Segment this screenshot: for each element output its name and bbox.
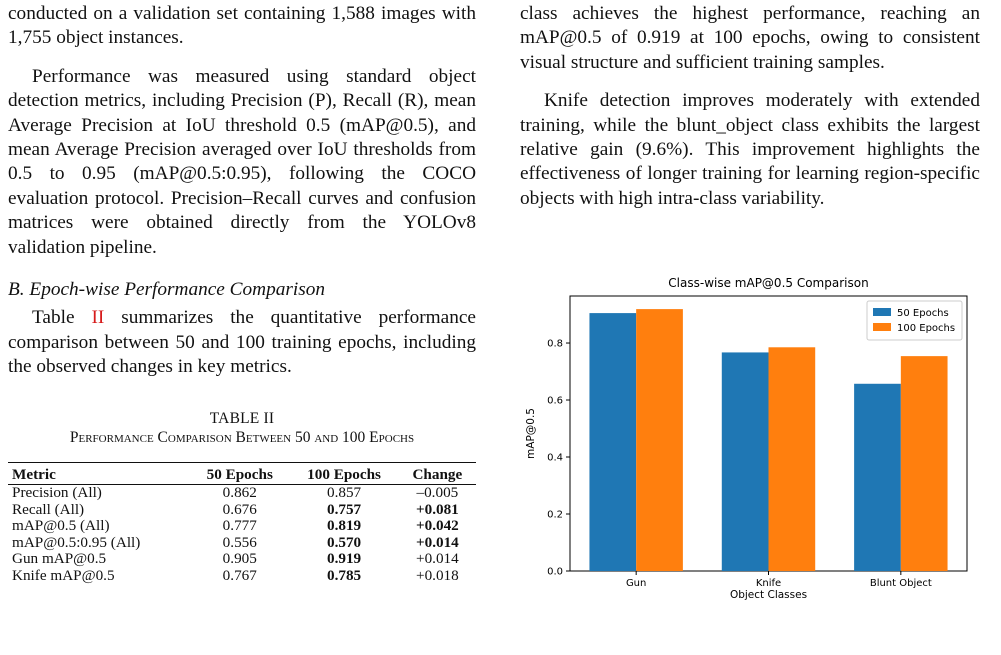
cell-100-epochs: 0.785 (326, 566, 362, 584)
x-tick-label: Gun (626, 578, 646, 589)
cell-50-epochs: 0.862 (222, 484, 257, 502)
cell-100-epochs: 0.570 (326, 533, 362, 551)
header-50-epochs: 50 Epochs (190, 461, 290, 486)
legend-label: 50 Epochs (897, 308, 949, 319)
cell-change: +0.018 (416, 566, 459, 584)
cell-metric: Precision (All) (12, 484, 102, 502)
bar-chart: Class-wise mAP@0.5 Comparison 0.0 0.2 0.4 0.… (525, 276, 968, 601)
cell-change: +0.042 (415, 517, 459, 535)
table-row: Knife mAP@0.5 0.767 0.785 +0.018 (8, 566, 476, 585)
bar-100-epochs (636, 309, 683, 571)
left-column: conducted on a validation set containing… (8, 0, 476, 584)
paragraph-dataset: conducted on a validation set containing… (8, 3, 476, 49)
cell-100-epochs: 0.819 (326, 517, 362, 535)
bar-100-epochs (900, 356, 948, 571)
header-change: Change (398, 461, 476, 486)
cell-change: +0.014 (415, 533, 459, 551)
y-tick-label: 0.2 (547, 510, 563, 521)
bar-50-epochs (854, 383, 901, 571)
cell-change: +0.014 (416, 550, 459, 568)
cell-metric: Knife mAP@0.5 (12, 566, 115, 584)
header-100-epochs: 100 Epochs (289, 461, 399, 486)
text-span: Table (32, 307, 92, 329)
table-ref-link[interactable]: II (91, 307, 105, 329)
header-metric: Metric (8, 461, 191, 486)
cell-50-epochs: 0.767 (222, 566, 257, 584)
cell-metric: mAP@0.5:0.95 (All) (12, 533, 141, 551)
y-tick-label: 0.6 (547, 396, 563, 407)
cell-metric: Recall (All) (12, 500, 85, 518)
table-header-row: Metric 50 Epochs 100 Epochs Change (8, 461, 476, 486)
x-tick-label: Knife (756, 578, 781, 589)
right-column: class achieves the highest performance, … (520, 0, 980, 211)
cell-50-epochs: 0.676 (222, 500, 257, 518)
cell-50-epochs: 0.556 (222, 533, 257, 551)
table-row: mAP@0.5 (All) 0.777 0.819 +0.042 (8, 518, 476, 535)
metrics-table: Metric 50 Epochs 100 Epochs Change Preci… (8, 461, 476, 585)
table-title: TABLE II (209, 409, 275, 427)
cell-50-epochs: 0.905 (222, 550, 257, 568)
cell-change: –0.005 (416, 484, 459, 502)
table-row: Precision (All) 0.862 0.857 –0.005 (8, 484, 476, 502)
y-tick-label: 0.0 (547, 567, 563, 578)
bar-100-epochs (768, 347, 816, 571)
x-tick-label: Blunt Object (870, 578, 932, 589)
text-span: summarizes the quantitative performance … (8, 307, 476, 378)
cell-100-epochs: 0.857 (326, 484, 362, 502)
paragraph-knife-blunt: Knife detection improves moderately with… (520, 90, 980, 209)
cell-100-epochs: 0.919 (326, 550, 362, 568)
cell-change: +0.081 (415, 500, 459, 518)
legend-swatch (873, 323, 891, 331)
paragraph-table-intro: Table II summarizes the quantitative per… (8, 306, 476, 379)
legend-label: 100 Epochs (897, 323, 955, 334)
table-row: mAP@0.5:0.95 (All) 0.556 0.570 +0.014 (8, 533, 476, 552)
cell-metric: mAP@0.5 (All) (12, 517, 110, 535)
legend-swatch (873, 308, 891, 316)
table-body: Precision (All) 0.862 0.857 –0.005 Recall (A… (8, 484, 476, 585)
bar-50-epochs (589, 313, 637, 571)
cell-metric: Gun mAP@0.5 (12, 550, 107, 568)
table-row: Gun mAP@0.5 0.905 0.919 +0.014 (8, 551, 476, 568)
y-axis-label: mAP@0.5 (525, 408, 537, 459)
table-row: Recall (All) 0.676 0.757 +0.081 (8, 500, 476, 519)
cell-100-epochs: 0.757 (326, 500, 362, 518)
paragraph-gun-class: class achieves the highest performance, … (520, 3, 980, 73)
table-caption: Performance Comparison Between 50 and 10… (69, 428, 415, 446)
legend-box (866, 300, 963, 341)
y-tick-label: 0.4 (547, 453, 563, 464)
bar-50-epochs (721, 352, 769, 571)
y-tick-label: 0.8 (547, 339, 563, 350)
x-axis-label: Object Classes (730, 589, 807, 601)
cell-50-epochs: 0.777 (222, 517, 257, 535)
chart-container: Class-wise mAP@0.5 Comparison 0.0 0.2 0.4 0.… (522, 272, 992, 617)
paragraph-metrics: Performance was measured using standard … (8, 65, 476, 258)
section-heading: B. Epoch-wise Performance Comparison (8, 279, 326, 301)
chart-title: Class-wise mAP@0.5 Comparison (668, 276, 868, 290)
